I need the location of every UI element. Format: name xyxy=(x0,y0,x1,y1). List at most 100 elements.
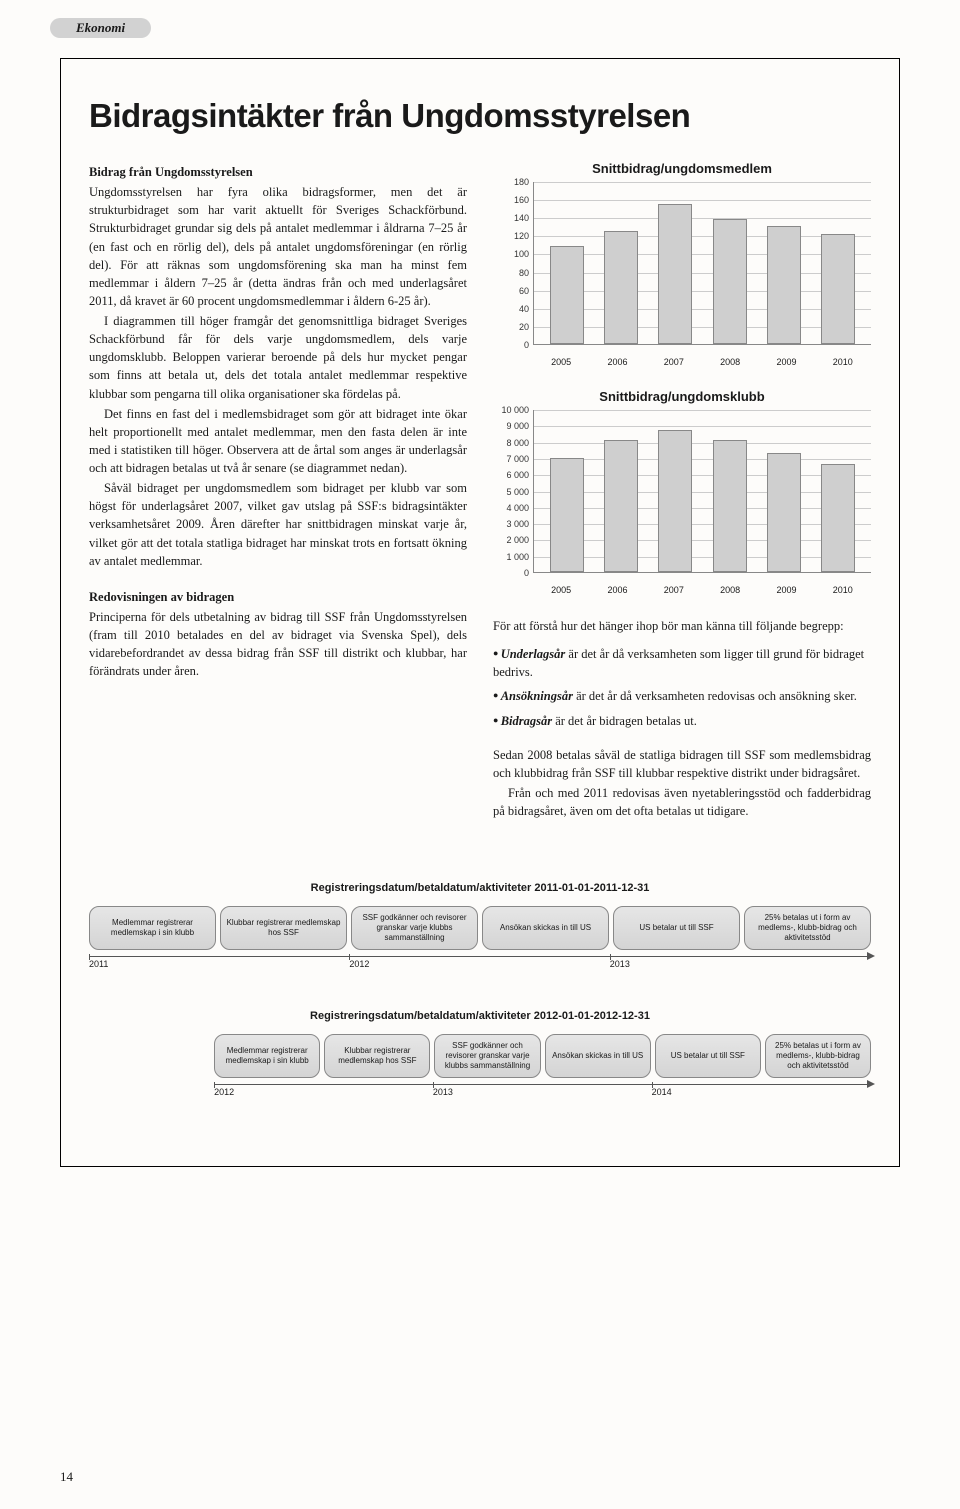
ytick: 180 xyxy=(493,177,529,187)
bar xyxy=(767,226,801,344)
ytick: 60 xyxy=(493,286,529,296)
page-title: Bidragsintäkter från Ungdomsstyrelsen xyxy=(89,97,871,135)
two-columns: Bidrag från Ungdomsstyrelsen Ungdomsstyr… xyxy=(89,161,871,822)
section-tab: Ekonomi xyxy=(50,18,151,38)
right-p2: Från och med 2011 redovisas även nyetabl… xyxy=(493,784,871,820)
timelines: Registreringsdatum/betaldatum/aktivitete… xyxy=(89,882,871,1102)
timeline-year: 2014 xyxy=(652,1087,672,1097)
xtick: 2008 xyxy=(702,357,758,367)
xtick: 2009 xyxy=(758,585,814,595)
timeline-box: 25% betalas ut i form av medlems-, klubb… xyxy=(765,1034,871,1078)
timeline-year: 2011 xyxy=(89,959,108,969)
ytick: 10 000 xyxy=(493,405,529,415)
right-p1: Sedan 2008 betalas såväl de statliga bid… xyxy=(493,746,871,782)
timeline-box: SSF godkänner och revisorer granskar var… xyxy=(351,906,478,950)
right-column: Snittbidrag/ungdomsmedlem 02040608010012… xyxy=(493,161,871,822)
timeline-row: Medlemmar registrerar medlemskap i sin k… xyxy=(89,906,871,950)
left-p5: Principerna för dels utbetalning av bidr… xyxy=(89,608,467,681)
xtick: 2009 xyxy=(758,357,814,367)
timeline-box: US betalar ut till SSF xyxy=(655,1034,761,1078)
left-p2: I diagrammen till höger framgår det geno… xyxy=(89,312,467,403)
left-column: Bidrag från Ungdomsstyrelsen Ungdomsstyr… xyxy=(89,161,467,822)
timeline-2: Registreringsdatum/betaldatum/aktivitete… xyxy=(89,1010,871,1102)
bars xyxy=(534,410,871,572)
ytick: 7 000 xyxy=(493,454,529,464)
ytick: 4 000 xyxy=(493,503,529,513)
chart-1: 0204060801001201401601802005200620072008… xyxy=(493,182,871,367)
ytick: 40 xyxy=(493,304,529,314)
xtick: 2010 xyxy=(815,357,871,367)
bar xyxy=(604,231,638,344)
xtick: 2008 xyxy=(702,585,758,595)
bullet-list: Underlagsår är det år då verksamheten so… xyxy=(493,645,871,730)
bullet-3: Bidragsår är det år bidragen betalas ut. xyxy=(493,712,871,730)
timeline-row: Medlemmar registrerar medlemskap i sin k… xyxy=(214,1034,871,1078)
chart-1-title: Snittbidrag/ungdomsmedlem xyxy=(493,161,871,176)
timeline-box: Medlemmar registrerar medlemskap i sin k… xyxy=(89,906,216,950)
ytick: 1 000 xyxy=(493,552,529,562)
ytick: 0 xyxy=(493,568,529,578)
left-subhead-1: Bidrag från Ungdomsstyrelsen xyxy=(89,163,467,181)
ytick: 80 xyxy=(493,268,529,278)
timeline-title: Registreringsdatum/betaldatum/aktivitete… xyxy=(89,1010,871,1022)
right-intro: För att förstå hur det hänger ihop bör m… xyxy=(493,617,871,635)
bar xyxy=(713,440,747,572)
bar xyxy=(658,204,692,344)
plot-area xyxy=(533,410,871,573)
chart-2: 01 0002 0003 0004 0005 0006 0007 0008 00… xyxy=(493,410,871,595)
xtick: 2006 xyxy=(589,585,645,595)
timeline-box: Medlemmar registrerar medlemskap i sin k… xyxy=(214,1034,320,1078)
timeline-box: Ansökan skickas in till US xyxy=(545,1034,651,1078)
bullet-1: Underlagsår är det år då verksamheten so… xyxy=(493,645,871,681)
ytick: 0 xyxy=(493,340,529,350)
timeline-title: Registreringsdatum/betaldatum/aktivitete… xyxy=(89,882,871,894)
chart-2-title: Snittbidrag/ungdomsklubb xyxy=(493,389,871,404)
chart-2-wrap: Snittbidrag/ungdomsklubb 01 0002 0003 00… xyxy=(493,389,871,595)
bar xyxy=(550,458,584,572)
bar xyxy=(767,453,801,572)
timeline-box: Klubbar registrerar medlemskap hos SSF xyxy=(324,1034,430,1078)
ytick: 20 xyxy=(493,322,529,332)
xticks: 200520062007200820092010 xyxy=(533,585,871,595)
timeline-year: 2012 xyxy=(349,959,369,969)
bar xyxy=(604,440,638,572)
plot-area xyxy=(533,182,871,345)
bullet-2: Ansökningsår är det år då verksamheten r… xyxy=(493,687,871,705)
chart-1-wrap: Snittbidrag/ungdomsmedlem 02040608010012… xyxy=(493,161,871,367)
arrowhead-icon xyxy=(867,1080,875,1088)
content-box: Bidragsintäkter från Ungdomsstyrelsen Bi… xyxy=(60,58,900,1167)
timeline-axis: 2011 2012 2013 xyxy=(89,956,871,974)
bar xyxy=(821,234,855,344)
bar xyxy=(658,430,692,572)
xticks: 200520062007200820092010 xyxy=(533,357,871,367)
ytick: 100 xyxy=(493,249,529,259)
ytick: 9 000 xyxy=(493,421,529,431)
xtick: 2005 xyxy=(533,357,589,367)
ytick: 8 000 xyxy=(493,438,529,448)
timeline-year: 2013 xyxy=(610,959,630,969)
left-subhead-2: Redovisningen av bidragen xyxy=(89,588,467,606)
page: Ekonomi Bidragsintäkter från Ungdomsstyr… xyxy=(0,0,960,1509)
ytick: 3 000 xyxy=(493,519,529,529)
right-text: För att förstå hur det hänger ihop bör m… xyxy=(493,617,871,820)
bar xyxy=(713,219,747,344)
ytick: 160 xyxy=(493,195,529,205)
timeline-box: SSF godkänner och revisorer granskar var… xyxy=(434,1034,540,1078)
timeline-year: 2012 xyxy=(214,1087,234,1097)
left-p3: Det finns en fast del i medlemsbidraget … xyxy=(89,405,467,478)
timeline-box: US betalar ut till SSF xyxy=(613,906,740,950)
xtick: 2005 xyxy=(533,585,589,595)
timeline-box: Klubbar registrerar medlemskap hos SSF xyxy=(220,906,347,950)
left-p4: Såväl bidraget per ungdomsmedlem som bid… xyxy=(89,479,467,570)
timeline-box: Ansökan skickas in till US xyxy=(482,906,609,950)
arrowhead-icon xyxy=(867,952,875,960)
xtick: 2007 xyxy=(646,585,702,595)
bars xyxy=(534,182,871,344)
ytick: 140 xyxy=(493,213,529,223)
ytick: 6 000 xyxy=(493,470,529,480)
xtick: 2006 xyxy=(589,357,645,367)
xtick: 2010 xyxy=(815,585,871,595)
timeline-year: 2013 xyxy=(433,1087,453,1097)
timeline-box: 25% betalas ut i form av medlems-, klubb… xyxy=(744,906,871,950)
xtick: 2007 xyxy=(646,357,702,367)
